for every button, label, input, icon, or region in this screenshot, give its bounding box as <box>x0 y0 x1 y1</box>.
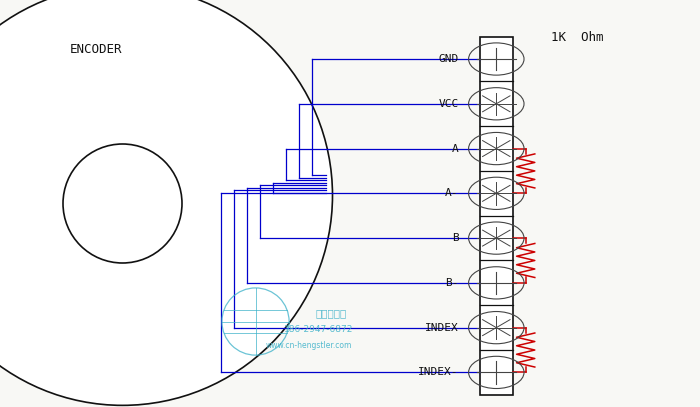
Text: A-: A- <box>445 188 458 198</box>
Text: INDEX-: INDEX- <box>418 368 458 377</box>
Text: GND: GND <box>438 54 458 64</box>
Ellipse shape <box>63 144 182 263</box>
Text: INDEX: INDEX <box>425 323 458 333</box>
Text: B-: B- <box>445 278 458 288</box>
Ellipse shape <box>0 0 332 405</box>
Text: 186-2947-6872: 186-2947-6872 <box>284 325 353 334</box>
Text: 西安德伍新: 西安德伍新 <box>315 309 346 318</box>
Text: A: A <box>452 144 458 153</box>
Text: ENCODER: ENCODER <box>70 43 122 56</box>
Text: 1K  Ohm: 1K Ohm <box>552 31 603 44</box>
Bar <box>480 37 513 395</box>
Text: www.cn-hengstler.com: www.cn-hengstler.com <box>266 341 352 350</box>
Text: B: B <box>452 233 458 243</box>
Text: VCC: VCC <box>438 99 458 109</box>
